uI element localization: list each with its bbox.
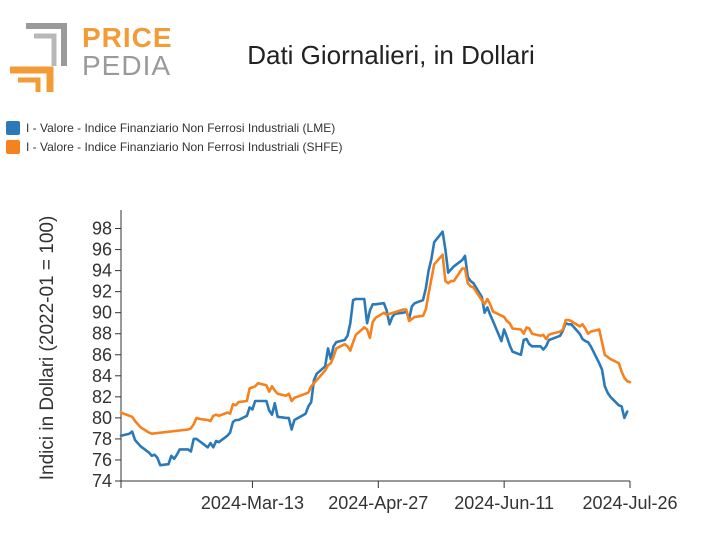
chart-title-text: Dati Giornalieri, in Dollari [247, 40, 535, 70]
y-tick-label: 90 [92, 303, 112, 323]
series-line-shfe [119, 253, 632, 436]
y-tick-label: 96 [92, 240, 112, 260]
x-axis: 2024-Mar-13 2024-Apr-27 2024-Jun-11 2024-Ju… [120, 480, 678, 513]
legend-swatch-lme [6, 120, 20, 135]
y-tick-label: 80 [92, 408, 112, 428]
x-tick-label: 2024-Jul-26 [582, 493, 677, 513]
series-layer [119, 230, 632, 467]
x-tick-label: 2024-Apr-27 [328, 493, 428, 513]
chart-legend: I - Valore - Indice Finanziario Non Ferr… [6, 118, 343, 156]
y-tick-label: 82 [92, 387, 112, 407]
legend-label-lme: I - Valore - Indice Finanziario Non Ferr… [26, 120, 336, 135]
y-tick-label: 74 [92, 471, 112, 491]
chart-title: Dati Giornalieri, in Dollari [0, 40, 712, 71]
logo-word-price: PRICE [82, 22, 173, 53]
logo-word-pedia: PEDIA [82, 50, 172, 81]
y-tick-label: 92 [92, 282, 112, 302]
y-tick-label: 94 [92, 261, 112, 281]
legend-swatch-shfe [6, 139, 20, 154]
y-tick-label: 86 [92, 345, 112, 365]
y-tick-label: 88 [92, 324, 112, 344]
y-axis-label: Indici in Dollari (2022-01 = 100) [37, 216, 58, 481]
legend-item-lme[interactable]: I - Valore - Indice Finanziario Non Ferr… [6, 118, 343, 137]
y-tick-label: 84 [92, 366, 112, 386]
y-tick-label: 78 [92, 429, 112, 449]
x-tick-label: 2024-Jun-11 [454, 493, 554, 513]
x-tick-label: 2024-Mar-13 [201, 493, 304, 513]
series-line-lme [119, 230, 629, 467]
pricepedia-logo: PRICE PEDIA [8, 20, 172, 100]
y-tick-label: 98 [92, 219, 112, 239]
pricepedia-logo-mark [10, 23, 67, 92]
legend-item-shfe[interactable]: I - Valore - Indice Finanziario Non Ferr… [6, 137, 343, 156]
y-tick-label: 76 [92, 450, 112, 470]
legend-label-shfe: I - Valore - Indice Finanziario Non Ferr… [26, 139, 343, 154]
